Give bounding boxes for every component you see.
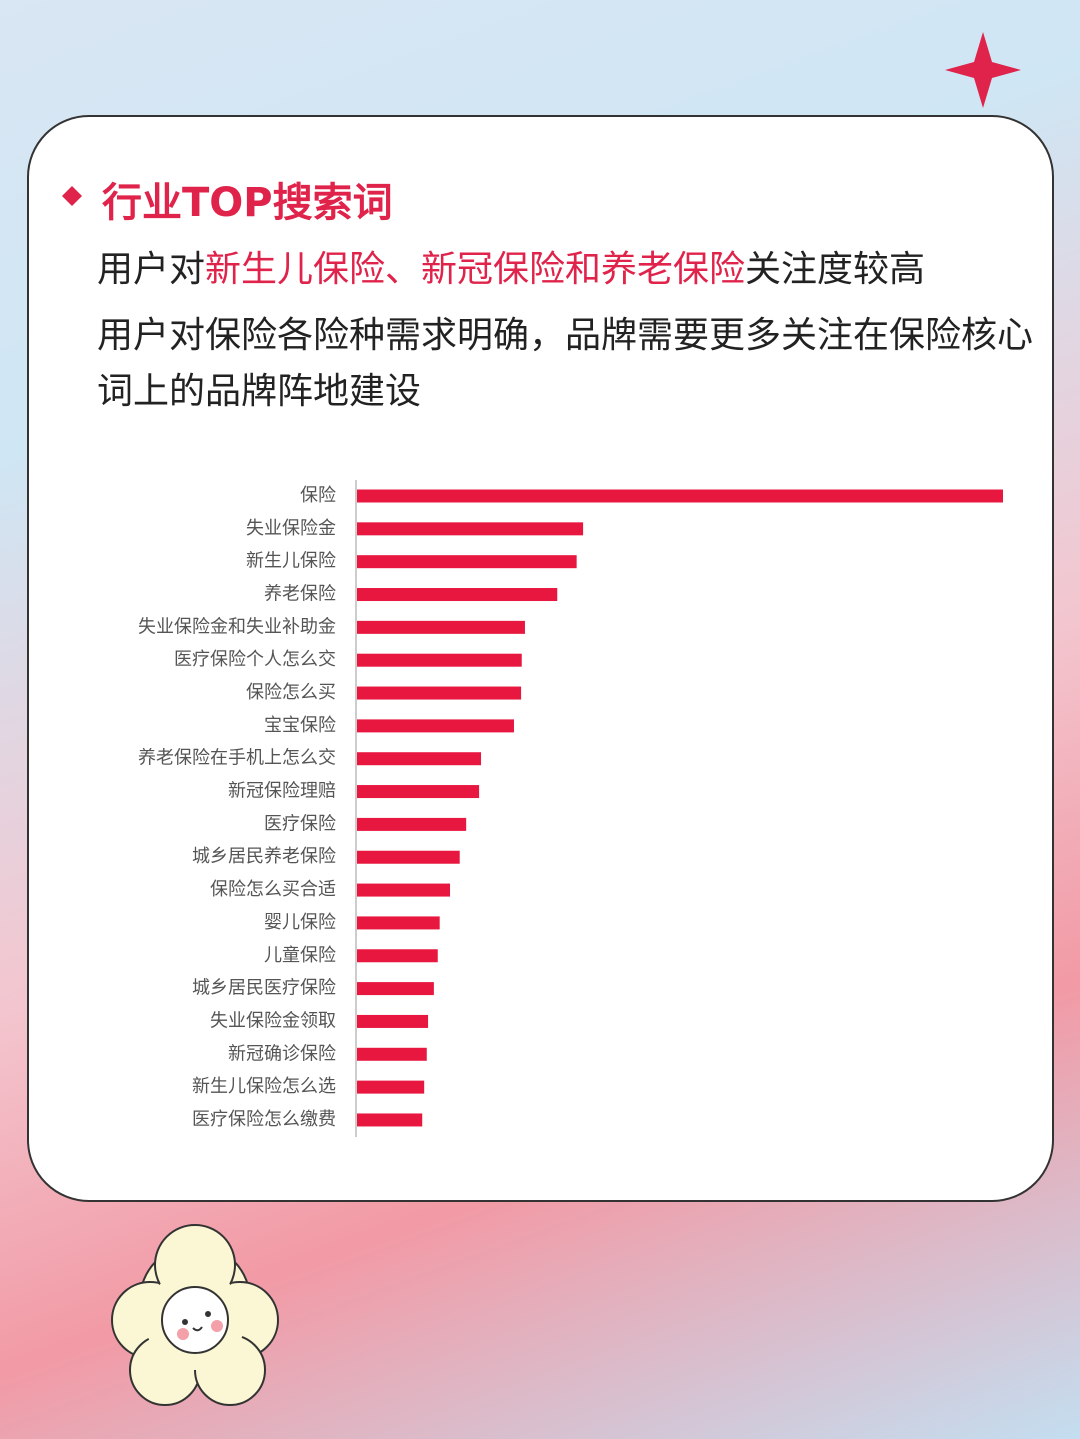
category-label: 保险怎么买合适	[210, 879, 336, 900]
bar	[357, 489, 1003, 503]
summary-highlight: 新生儿保险、新冠保险和养老保险	[205, 249, 746, 290]
summary: 用户对新生儿保险、新冠保险和养老保险关注度较高	[97, 240, 925, 292]
bar	[357, 555, 577, 569]
bar	[357, 949, 438, 963]
bar	[357, 1014, 429, 1028]
bar	[357, 785, 480, 799]
category-label: 城乡居民医疗保险	[192, 978, 336, 999]
bar	[357, 620, 525, 634]
category-label: 医疗保险怎么缴费	[192, 1109, 336, 1130]
category-label: 失业保险金	[246, 518, 336, 539]
bar	[357, 752, 482, 766]
flower	[111, 1224, 279, 1406]
bullet	[62, 186, 82, 206]
card	[27, 115, 1054, 1202]
bar	[357, 719, 514, 733]
category-label: 失业保险金和失业补助金	[138, 616, 336, 637]
heading: 行业TOP搜索词	[102, 180, 393, 226]
bar	[357, 850, 460, 864]
category-label: 城乡居民养老保险	[192, 846, 336, 867]
bar	[357, 1113, 423, 1127]
bar	[357, 686, 522, 700]
bar	[357, 588, 558, 602]
bar	[357, 982, 434, 996]
category-label: 养老保险在手机上怎么交	[138, 748, 336, 769]
summary-text: 关注度较高	[745, 249, 926, 290]
category-label: 失业保险金领取	[210, 1010, 336, 1031]
bar	[357, 522, 584, 536]
bar	[357, 1080, 425, 1094]
category-label: 医疗保险	[264, 813, 336, 834]
category-label: 养老保险	[264, 584, 336, 605]
bar	[357, 817, 467, 831]
category-label: 保险怎么买	[246, 682, 336, 703]
bar	[357, 1047, 427, 1061]
category-label: 婴儿保险	[264, 912, 336, 933]
category-label: 新生儿保险	[246, 551, 336, 572]
category-label: 宝宝保险	[264, 715, 336, 736]
category-label: 新冠确诊保险	[228, 1043, 336, 1064]
category-label: 儿童保险	[264, 945, 336, 966]
category-label: 新生儿保险怎么选	[192, 1076, 336, 1097]
bar	[357, 916, 440, 930]
category-label: 医疗保险个人怎么交	[174, 649, 336, 670]
category-label: 保险	[300, 485, 336, 506]
star	[945, 32, 1021, 108]
bar	[357, 653, 522, 667]
bar	[357, 883, 451, 897]
category-label: 新冠保险理赔	[228, 781, 336, 802]
note: 用户对保险各险种需求明确，品牌需要更多关注在保险核心词上的品牌阵地建设	[97, 315, 1034, 412]
summary-text: 用户对	[97, 249, 206, 290]
